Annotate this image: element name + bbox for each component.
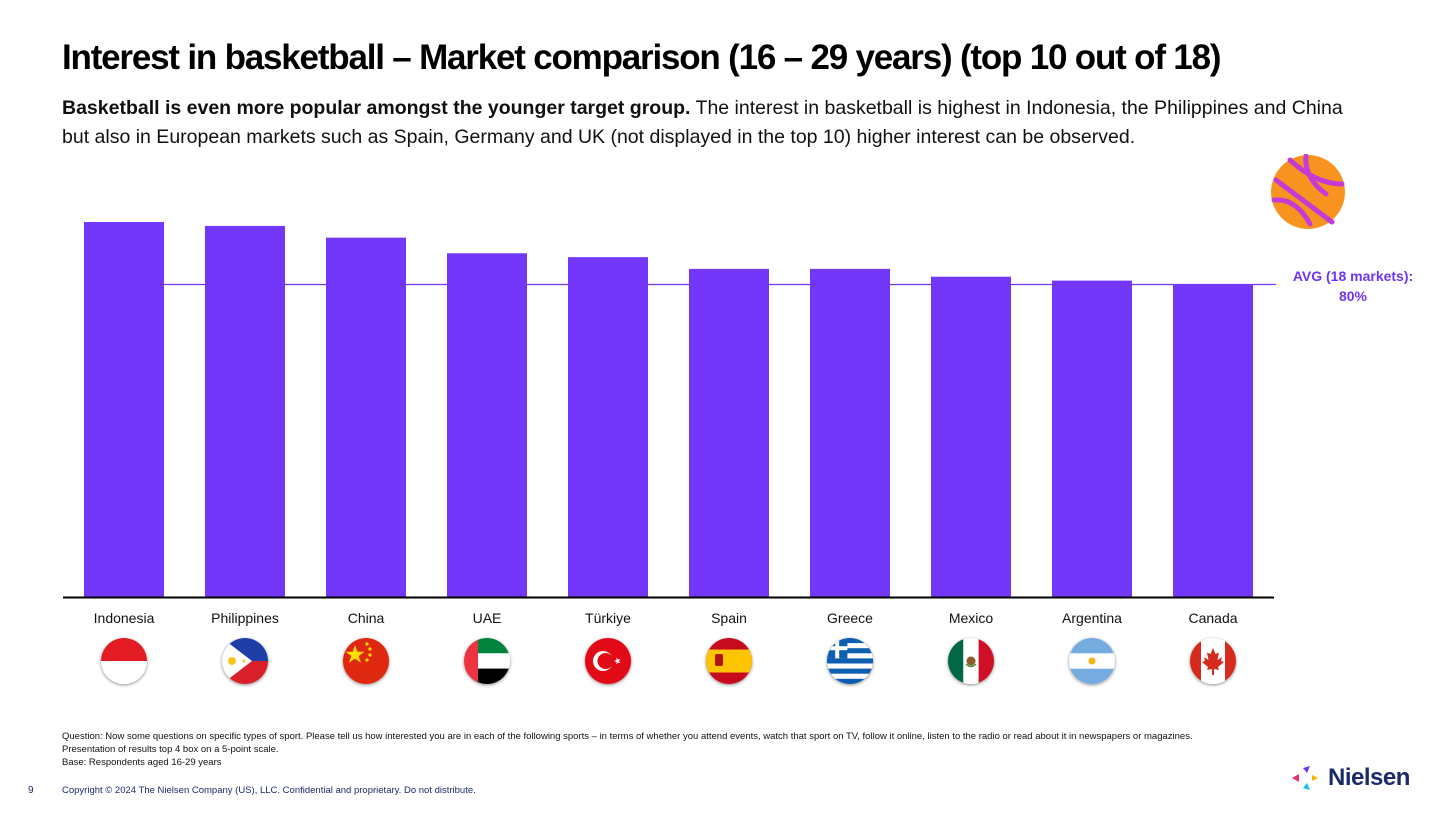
- x-tick-label: Canada: [1188, 610, 1237, 626]
- canada-flag-icon: [1190, 638, 1236, 684]
- bar-greece: [810, 268, 890, 597]
- bar-indonesia: [84, 222, 164, 598]
- page-subtitle: Basketball is even more popular amongst …: [62, 94, 1372, 152]
- indonesia-flag-icon: [101, 638, 147, 684]
- x-tick-label: Türkiye: [585, 610, 631, 626]
- bar-china: [326, 237, 406, 597]
- bar-uae: [447, 253, 527, 597]
- average-label-value: 80%: [1338, 288, 1368, 304]
- nielsen-logo-icon: [1292, 766, 1318, 790]
- bar-argentina: [1052, 280, 1132, 597]
- copyright-notice: Copyright © 2024 The Nielsen Company (US…: [62, 785, 476, 796]
- logo-text: Nielsen: [1328, 764, 1410, 791]
- page-title: Interest in basketball – Market comparis…: [62, 38, 1221, 77]
- footnote-question: Question: Now some questions on specific…: [62, 731, 1193, 755]
- bar-trkiye: [568, 257, 648, 597]
- x-tick-label: Greece: [827, 610, 873, 626]
- turkiye-flag-icon: [585, 638, 631, 684]
- bar-philippines: [205, 225, 285, 597]
- argentina-flag-icon: [1069, 638, 1115, 684]
- basketball-icon: [1270, 153, 1346, 230]
- x-tick-label: Indonesia: [94, 610, 155, 626]
- x-tick-label: Spain: [711, 610, 747, 626]
- nielsen-logo: Nielsen: [1290, 764, 1410, 792]
- x-tick-label: UAE: [473, 610, 502, 626]
- china-flag-icon: [343, 638, 389, 684]
- bar-spain: [689, 268, 769, 597]
- subtitle-text: The interest in basketball is highest in…: [62, 97, 1343, 148]
- bar-mexico: [931, 276, 1011, 597]
- greece-flag-icon: [827, 638, 873, 684]
- x-tick-label: Argentina: [1062, 610, 1122, 626]
- x-tick-label: Philippines: [211, 610, 279, 626]
- philippines-flag-icon: [222, 638, 268, 684]
- average-label-line1: AVG (18 markets):: [1292, 268, 1414, 284]
- x-tick-label: Mexico: [949, 610, 994, 626]
- page-number: 9: [28, 785, 34, 796]
- subtitle-bold: Basketball is even more popular amongst …: [62, 97, 691, 119]
- uae-flag-icon: [464, 638, 510, 684]
- bar-canada: [1173, 284, 1253, 597]
- x-tick-label: China: [348, 610, 385, 626]
- spain-flag-icon: [706, 638, 752, 684]
- mexico-flag-icon: [948, 638, 994, 684]
- footnote: Question: Now some questions on specific…: [62, 730, 1232, 769]
- footnote-base: Base: Respondents aged 16-29 years: [62, 757, 222, 768]
- average-label: AVG (18 markets): 80%: [1278, 266, 1428, 306]
